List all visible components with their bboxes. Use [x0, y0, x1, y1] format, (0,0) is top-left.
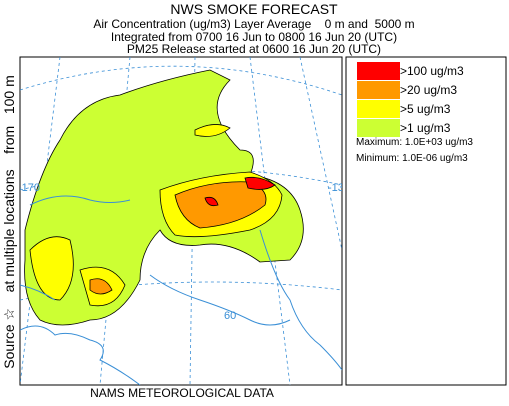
subtitle: Air Concentration (ug/m3) Layer Average … [93, 17, 414, 31]
map-label: -130 [328, 182, 350, 194]
coastline [20, 195, 342, 385]
title: NWS SMOKE FORECAST [170, 1, 338, 17]
legend-label: >20 ug/m3 [400, 83, 457, 97]
subtitle: PM25 Release started at 0600 16 Jun 20 (… [127, 42, 381, 56]
maximum: Maximum: 1.0E+03 ug/m3 [356, 137, 473, 148]
footer: NAMS METEOROLOGICAL DATA [90, 386, 274, 400]
minimum: Minimum: 1.0E-06 ug/m3 [356, 153, 468, 164]
smoke-plume [24, 69, 304, 326]
legend-label: >1 ug/m3 [400, 121, 451, 135]
map: -170 -130 60 [18, 56, 350, 386]
legend-swatch [357, 81, 400, 99]
side-label: Source ☆ at multiple locations from 100 … [1, 75, 17, 368]
subtitle: Integrated from 0700 16 Jun to 0800 16 J… [111, 30, 397, 44]
legend-swatch [357, 100, 400, 118]
legend-label: >5 ug/m3 [400, 102, 451, 116]
legend-swatch [357, 62, 400, 80]
legend-label: >100 ug/m3 [400, 64, 464, 78]
legend: >100 ug/m3 >20 ug/m3 >5 ug/m3 >1 ug/m3 [357, 62, 464, 137]
map-label: -170 [18, 182, 40, 194]
legend-swatch [357, 119, 400, 137]
map-label: 60 [224, 310, 236, 322]
